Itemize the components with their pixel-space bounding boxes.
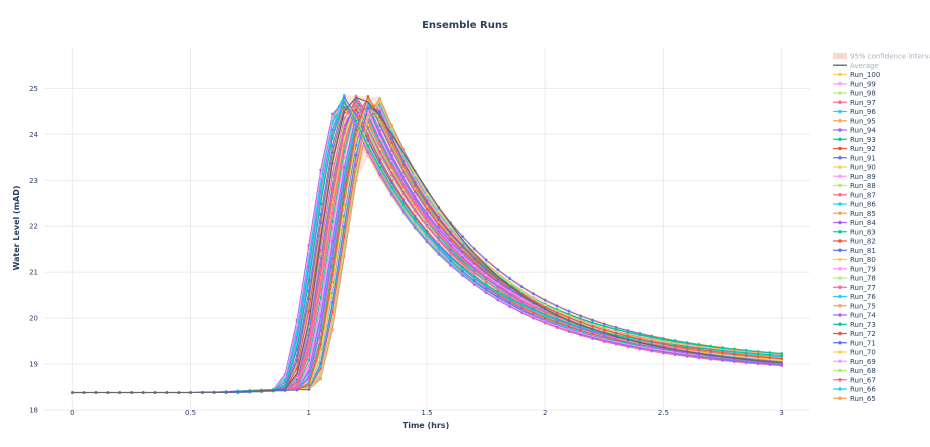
run-point bbox=[461, 235, 464, 238]
run-point bbox=[484, 258, 488, 262]
run-point bbox=[319, 329, 322, 332]
run-point bbox=[591, 318, 594, 322]
run-point bbox=[484, 271, 488, 275]
run-point bbox=[496, 268, 500, 272]
run-point bbox=[331, 220, 334, 223]
run-point bbox=[402, 188, 405, 191]
run-point bbox=[520, 285, 523, 289]
run-point bbox=[319, 168, 322, 172]
run-point bbox=[425, 236, 429, 239]
run-point bbox=[508, 277, 512, 281]
run-point bbox=[473, 247, 476, 251]
run-point bbox=[378, 129, 382, 133]
chart-title: Ensemble Runs bbox=[422, 20, 508, 31]
run-point bbox=[473, 261, 476, 264]
run-point bbox=[331, 257, 334, 261]
run-point bbox=[378, 147, 382, 151]
run-point bbox=[543, 299, 547, 302]
run-point bbox=[307, 343, 311, 346]
run-point bbox=[331, 112, 334, 116]
grid bbox=[44, 47, 810, 411]
run-point bbox=[307, 338, 311, 341]
run-point bbox=[425, 212, 429, 215]
run-point bbox=[354, 94, 358, 98]
run-point bbox=[603, 322, 606, 326]
run-point bbox=[413, 194, 417, 198]
run-point bbox=[390, 153, 393, 157]
run-point bbox=[307, 358, 311, 362]
run-point bbox=[555, 304, 559, 308]
run-point bbox=[319, 267, 322, 270]
run-point bbox=[413, 222, 417, 225]
run-point bbox=[331, 328, 334, 331]
run-point bbox=[567, 310, 571, 313]
run-point bbox=[343, 235, 346, 239]
run-point bbox=[579, 314, 582, 318]
run-point bbox=[402, 175, 405, 179]
run-point bbox=[390, 169, 393, 172]
run-point bbox=[319, 296, 322, 299]
run-point bbox=[378, 97, 382, 100]
run-point bbox=[319, 377, 322, 381]
run-point bbox=[331, 144, 334, 147]
run-point bbox=[532, 292, 535, 296]
run-point bbox=[343, 182, 346, 186]
run-point bbox=[295, 382, 299, 385]
run-point bbox=[331, 189, 334, 193]
